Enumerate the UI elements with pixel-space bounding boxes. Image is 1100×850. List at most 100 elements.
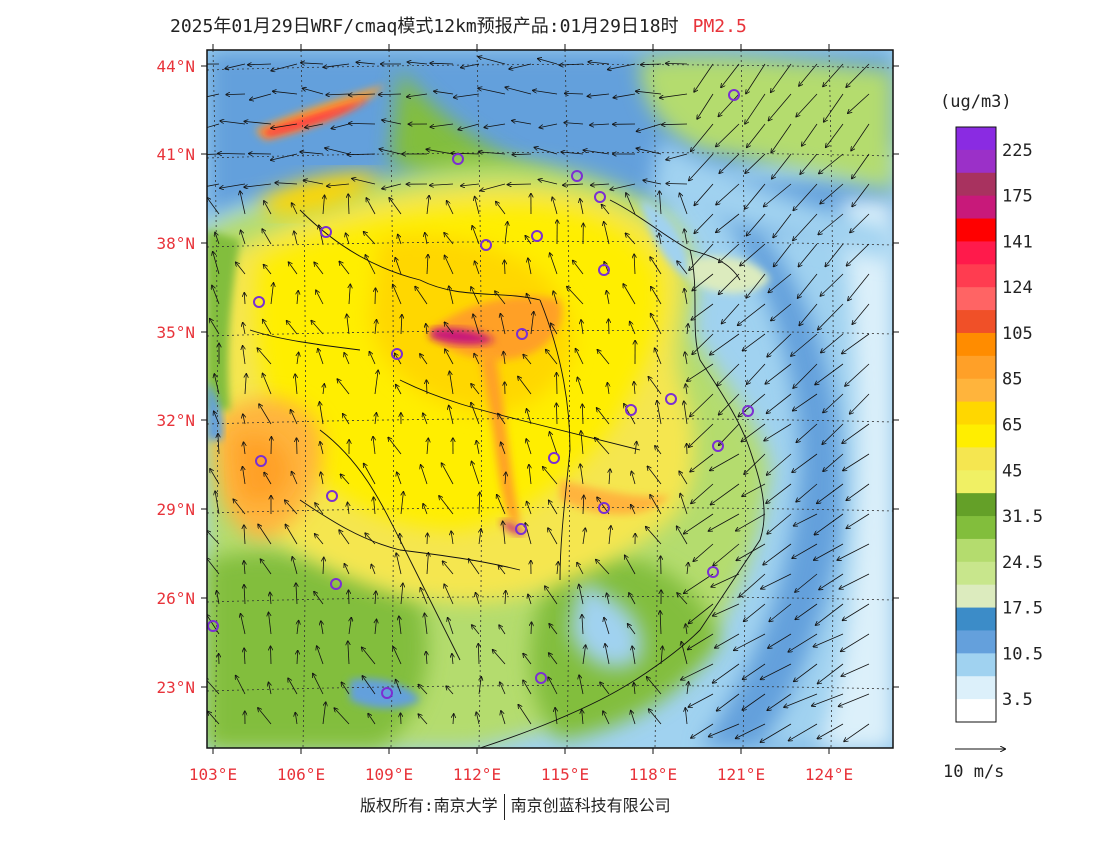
- legend-swatch: [956, 561, 996, 586]
- lat-label: 29°N: [156, 500, 195, 519]
- legend-value: 17.5: [1002, 599, 1043, 619]
- copyright-divider: [503, 793, 505, 820]
- lat-label: 35°N: [156, 323, 195, 342]
- city-marker: [330, 578, 342, 590]
- lat-label: 32°N: [156, 411, 195, 430]
- legend-unit: (ug/m3): [940, 92, 1012, 112]
- city-marker: [381, 687, 393, 699]
- legend-swatch: [956, 401, 996, 425]
- lon-label: 121°E: [717, 765, 765, 784]
- legend-value: 124: [1002, 278, 1033, 298]
- legend-value: 175: [1002, 187, 1033, 207]
- lat-label: 41°N: [156, 145, 195, 164]
- legend-swatch: [956, 493, 996, 517]
- legend-value: 85: [1002, 370, 1022, 390]
- city-marker: [728, 89, 740, 101]
- legend-swatch: [956, 676, 996, 700]
- city-marker: [625, 404, 637, 416]
- legend-swatch: [956, 607, 996, 631]
- legend-swatch: [956, 424, 996, 448]
- city-marker: [594, 191, 606, 203]
- city-marker: [531, 230, 543, 242]
- legend-value: 225: [1002, 141, 1033, 161]
- city-marker: [452, 153, 464, 165]
- legend-swatch: [956, 516, 996, 540]
- legend-swatch: [956, 699, 996, 723]
- city-marker: [571, 170, 583, 182]
- legend-value: 24.5: [1002, 553, 1043, 573]
- lat-label: 38°N: [156, 234, 195, 253]
- legend-swatch: [956, 264, 996, 288]
- city-marker: [253, 296, 265, 308]
- city-marker: [665, 393, 677, 405]
- lon-label: 106°E: [277, 765, 325, 784]
- city-marker: [707, 566, 719, 578]
- city-marker: [515, 523, 527, 535]
- lon-label: 118°E: [629, 765, 677, 784]
- legend-value: 10.5: [1002, 644, 1043, 664]
- city-marker: [391, 348, 403, 360]
- legend-swatch: [956, 584, 996, 609]
- legend-swatch: [956, 470, 996, 494]
- map-title: 2025年01月29日WRF/cmaq模式12km预报产品:01月29日18时 P…: [170, 12, 747, 38]
- boundary-lines: [249, 199, 765, 748]
- legend-swatch: [956, 378, 996, 403]
- lat-label: 26°N: [156, 589, 195, 608]
- legend-value: 141: [1002, 232, 1033, 252]
- legend-swatch: [956, 355, 996, 380]
- legend-value: 105: [1002, 324, 1033, 344]
- map-frame: [206, 49, 894, 749]
- lat-label: 23°N: [156, 678, 195, 697]
- legend-swatch: [956, 149, 996, 174]
- legend-swatch: [956, 195, 996, 220]
- city-marker: [480, 239, 492, 251]
- species-label: PM2.5: [692, 16, 747, 37]
- legend-swatch: [956, 241, 996, 265]
- city-marker: [320, 226, 332, 238]
- city-marker: [255, 455, 267, 467]
- title-text: 2025年01月29日WRF/cmaq模式12km预报产品:01月29日18时: [170, 16, 679, 37]
- legend-colorbar: [955, 126, 997, 723]
- copyright-right: 南京创蓝科技有限公司: [510, 796, 671, 815]
- copyright-left: 版权所有:南京大学: [360, 796, 498, 815]
- legend-labels: 225 175 141 124 105 85 65 45 31.5 24.5 17.5 10.5 3.5: [1002, 141, 1043, 710]
- legend-value: 3.5: [1002, 690, 1033, 710]
- legend-swatch: [956, 653, 996, 677]
- legend-value: 65: [1002, 416, 1022, 436]
- legend-value: 45: [1002, 461, 1022, 481]
- legend-swatch: [956, 127, 996, 151]
- lon-label: 112°E: [453, 765, 501, 784]
- copyright: 版权所有:南京大学 南京创蓝科技有限公司: [360, 792, 671, 820]
- latitude-labels: 44°N 41°N 38°N 35°N 32°N 29°N 26°N 23°N: [156, 57, 195, 697]
- legend-swatch: [956, 447, 996, 471]
- legend-swatch: [956, 287, 996, 311]
- city-marker: [207, 620, 219, 632]
- legend-swatch: [956, 630, 996, 654]
- city-marker: [326, 490, 338, 502]
- city-marker: [598, 264, 610, 276]
- lon-label: 103°E: [189, 765, 237, 784]
- legend-swatch: [956, 218, 996, 242]
- city-marker: [535, 672, 547, 684]
- city-marker: [598, 502, 610, 514]
- city-marker: [712, 440, 724, 452]
- city-marker: [548, 452, 560, 464]
- wind-vectors: [207, 57, 870, 742]
- lon-label: 124°E: [805, 765, 853, 784]
- lat-label: 44°N: [156, 57, 195, 76]
- axis-ticks: [201, 44, 899, 754]
- legend-swatch: [956, 172, 996, 197]
- legend-swatch: [956, 332, 996, 357]
- reference-wind-label: 10 m/s: [943, 762, 1005, 782]
- legend-value: 31.5: [1002, 507, 1043, 527]
- city-markers: [207, 89, 754, 699]
- lon-label: 109°E: [365, 765, 413, 784]
- legend-swatch: [956, 538, 996, 563]
- city-marker: [516, 328, 528, 340]
- legend-swatch: [956, 310, 996, 334]
- concentration-field: [207, 50, 893, 748]
- lon-label: 115°E: [541, 765, 589, 784]
- longitude-labels: 103°E 106°E 109°E 112°E 115°E 118°E 121°E 124°E: [189, 765, 853, 784]
- city-marker: [742, 405, 754, 417]
